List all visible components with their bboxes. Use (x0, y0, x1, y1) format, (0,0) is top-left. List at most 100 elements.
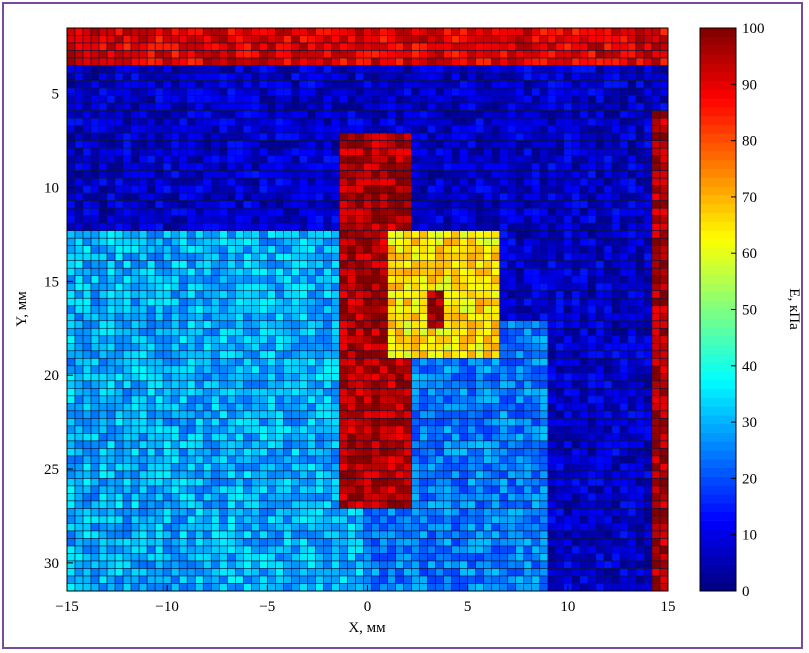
heatmap-cell (507, 410, 517, 419)
heatmap-cell (130, 162, 140, 171)
heatmap-cell (162, 290, 172, 299)
heatmap-cell (467, 162, 477, 171)
heatmap-cell (331, 463, 340, 472)
heatmap-cell (427, 312, 436, 322)
heatmap-cell (379, 373, 388, 382)
heatmap-cell (539, 222, 549, 232)
heatmap-cell (114, 42, 124, 51)
heatmap-cell (154, 125, 164, 134)
heatmap-cell (114, 57, 124, 66)
heatmap-cell (339, 260, 348, 269)
heatmap-cell (643, 147, 653, 156)
heatmap-cell (347, 305, 356, 314)
heatmap-cell (283, 35, 292, 44)
heatmap-cell (299, 463, 308, 472)
heatmap-cell (515, 365, 525, 374)
heatmap-cell (643, 245, 653, 254)
heatmap-cell (379, 147, 388, 156)
heatmap-cell (427, 350, 436, 359)
heatmap-cell (355, 297, 364, 307)
heatmap-cell (363, 463, 372, 472)
heatmap-cell (178, 132, 188, 141)
heatmap-cell (411, 425, 420, 434)
heatmap-cell (251, 87, 260, 96)
heatmap-cell (299, 177, 308, 186)
heatmap-cell (619, 260, 629, 269)
heatmap-cell (515, 237, 525, 247)
heatmap-cell (162, 500, 172, 509)
heatmap-cell (579, 305, 589, 314)
heatmap-cell (251, 418, 260, 427)
heatmap-cell (555, 95, 565, 104)
heatmap-cell (355, 207, 364, 217)
heatmap-cell (315, 102, 324, 111)
heatmap-cell (539, 418, 549, 427)
heatmap-cell (627, 327, 637, 337)
heatmap-cell (627, 388, 637, 397)
heatmap-cell (555, 448, 565, 457)
heatmap-cell (355, 125, 364, 134)
heatmap-cell (571, 463, 581, 472)
heatmap-cell (619, 500, 629, 509)
heatmap-cell (194, 282, 204, 292)
heatmap-cell (242, 425, 252, 434)
heatmap-cell (571, 177, 581, 186)
heatmap-cell (106, 200, 116, 209)
heatmap-cell (82, 485, 92, 494)
heatmap-cell (106, 380, 116, 389)
heatmap-cell (291, 177, 300, 186)
heatmap-cell (242, 290, 252, 299)
heatmap-cell (643, 440, 653, 449)
heatmap-cell (635, 27, 645, 36)
heatmap-cell (363, 327, 372, 337)
heatmap-cell (90, 275, 100, 284)
heatmap-cell (130, 275, 140, 284)
heatmap-cell (435, 342, 444, 352)
heatmap-cell (283, 342, 292, 352)
heatmap-cell (659, 162, 669, 171)
heatmap-cell (283, 365, 292, 374)
heatmap-cell (547, 72, 557, 81)
heatmap-cell (323, 117, 332, 126)
heatmap-cell (595, 155, 605, 164)
heatmap-cell (339, 132, 348, 141)
heatmap-cell (571, 95, 581, 104)
heatmap-cell (563, 395, 573, 404)
heatmap-cell (323, 237, 332, 247)
heatmap-cell (138, 117, 148, 126)
heatmap-cell (242, 478, 252, 487)
heatmap-cell (635, 147, 645, 156)
heatmap-cell (483, 508, 493, 517)
heatmap-cell (595, 297, 605, 307)
heatmap-cell (387, 523, 396, 532)
heatmap-cell (210, 170, 220, 179)
heatmap-cell (138, 140, 148, 149)
heatmap-cell (202, 388, 212, 397)
heatmap-cell (154, 252, 164, 262)
heatmap-cell (499, 388, 509, 397)
heatmap-cell (82, 275, 92, 284)
heatmap-cell (467, 267, 477, 277)
heatmap-cell (162, 215, 172, 224)
heatmap-cell (555, 485, 565, 494)
heatmap-cell (651, 275, 661, 284)
heatmap-cell (122, 35, 132, 44)
heatmap-cell (74, 350, 84, 359)
heatmap-cell (627, 87, 637, 96)
heatmap-cell (114, 147, 124, 156)
heatmap-cell (611, 342, 621, 352)
heatmap-cell (619, 102, 629, 111)
heatmap-cell (363, 35, 372, 44)
heatmap-cell (106, 327, 116, 337)
heatmap-cell (114, 50, 124, 59)
heatmap-cell (218, 327, 228, 337)
heatmap-cell (90, 170, 100, 179)
heatmap-cell (643, 410, 653, 419)
heatmap-cell (363, 102, 372, 111)
heatmap-cell (347, 485, 356, 494)
heatmap-cell (515, 312, 525, 322)
heatmap-cell (619, 335, 629, 344)
heatmap-cell (307, 132, 316, 141)
heatmap-cell (443, 463, 452, 472)
heatmap-cell (411, 170, 420, 179)
